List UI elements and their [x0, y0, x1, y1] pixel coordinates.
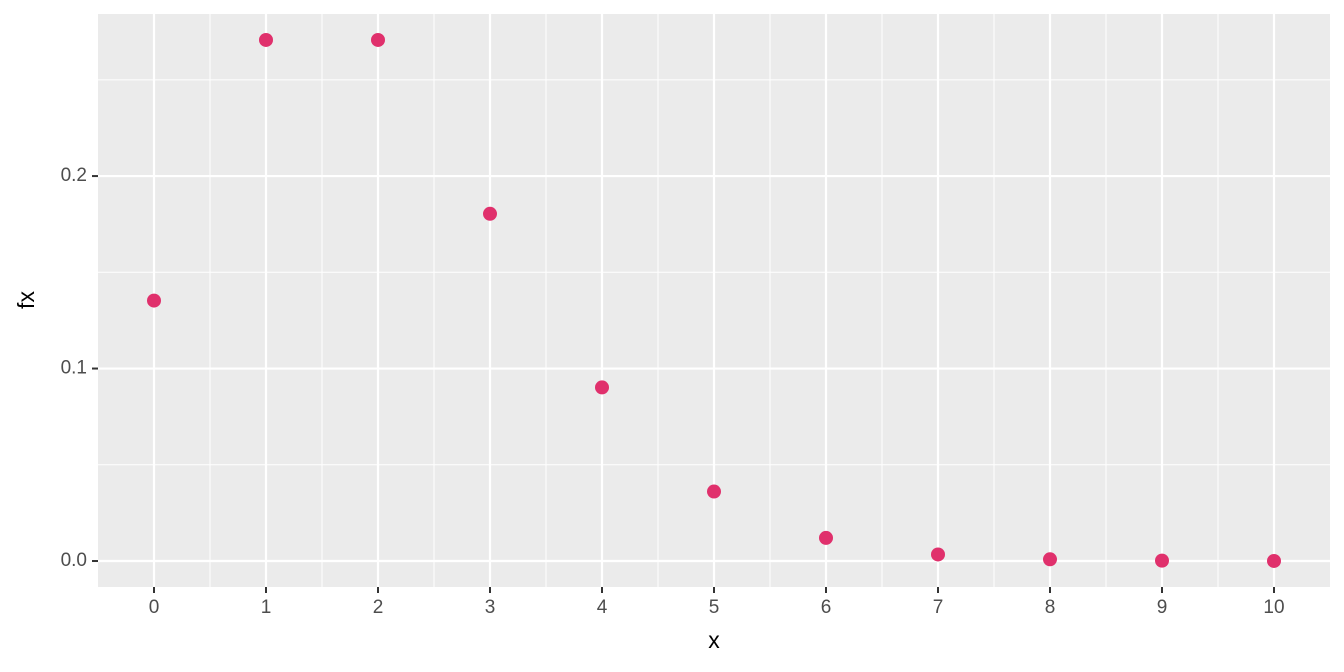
- point: [259, 32, 273, 47]
- point: [595, 380, 609, 395]
- y-tick-label: 0.2: [61, 165, 87, 186]
- point: [1043, 552, 1057, 567]
- x-tick-label: 6: [821, 597, 832, 618]
- x-tick-label: 9: [1157, 597, 1168, 618]
- x-tick-label: 2: [373, 597, 384, 618]
- point: [819, 530, 833, 545]
- point: [147, 293, 161, 308]
- point: [707, 484, 721, 499]
- point: [1267, 553, 1281, 568]
- point: [483, 206, 497, 221]
- point: [1155, 553, 1169, 568]
- y-tick-label: 0.1: [61, 358, 87, 379]
- x-tick-label: 5: [709, 597, 720, 618]
- x-tick-label: 8: [1045, 597, 1056, 618]
- point: [371, 32, 385, 47]
- x-tick-label: 3: [485, 597, 496, 618]
- x-tick-label: 4: [597, 597, 608, 618]
- x-tick-label: 7: [933, 597, 944, 618]
- x-tick-label: 0: [149, 597, 160, 618]
- y-tick-label: 0.0: [61, 550, 87, 571]
- x-tick-label: 1: [261, 597, 272, 618]
- x-tick-label: 10: [1263, 597, 1284, 618]
- x-axis-title: x: [708, 627, 720, 653]
- y-axis-title: fx: [13, 291, 39, 309]
- point: [931, 547, 945, 562]
